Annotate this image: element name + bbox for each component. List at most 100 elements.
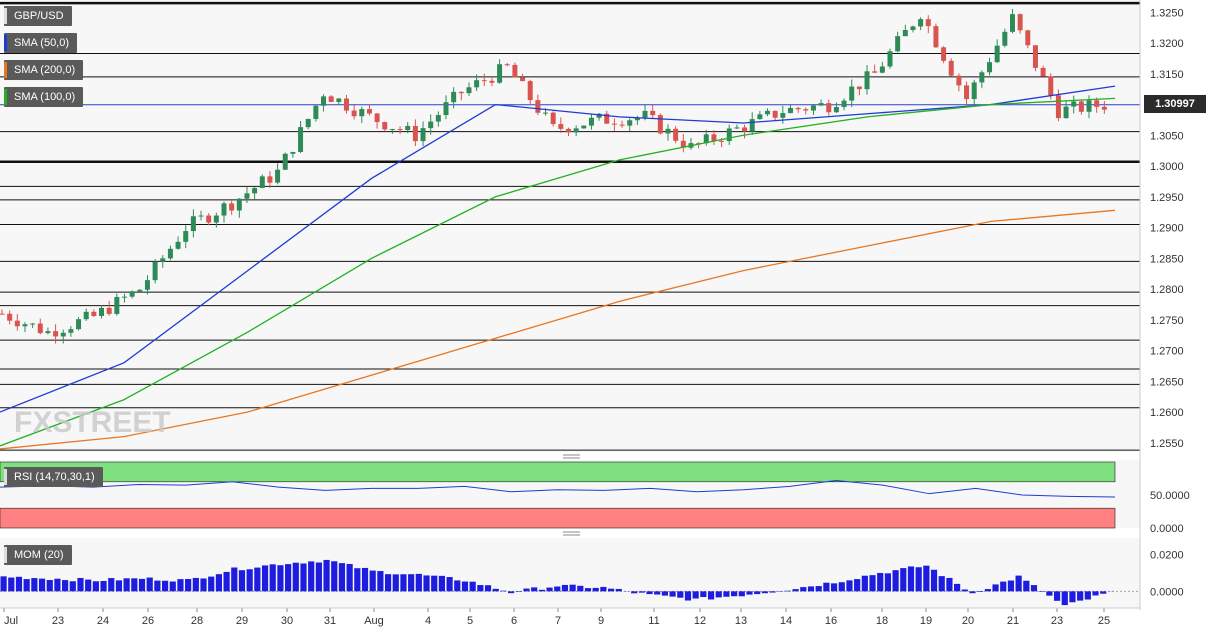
candle-body <box>512 64 518 78</box>
mom-bar <box>108 578 115 592</box>
rsi-tick-label: 0.0000 <box>1150 523 1184 535</box>
candle-body <box>810 105 816 111</box>
mom-bar <box>400 574 407 592</box>
candle-body <box>504 64 510 66</box>
mom-bar <box>123 578 130 592</box>
mom-bar <box>1023 580 1030 592</box>
mom-bar <box>1007 580 1015 592</box>
mom-bar <box>185 578 192 592</box>
date-tick-label: Aug <box>364 615 384 627</box>
mom-bar <box>423 575 430 592</box>
mom-bar <box>669 591 676 597</box>
candle-body <box>933 26 939 48</box>
mom-bar <box>746 591 753 595</box>
mom-bar <box>508 591 515 594</box>
mom-bar <box>707 591 715 600</box>
date-tick-label: 30 <box>281 615 293 627</box>
rsi-legend[interactable]: RSI (14,70,30,1) <box>4 467 103 487</box>
candle-body <box>1094 100 1100 107</box>
candle-body <box>780 113 786 118</box>
candle-body <box>343 98 349 111</box>
candle-body <box>167 248 173 259</box>
mom-bar <box>700 591 707 598</box>
mom-bar <box>354 568 361 592</box>
mom-bar <box>200 578 207 592</box>
mom-bar <box>992 584 999 592</box>
mom-bar <box>392 574 399 592</box>
mom-bar <box>500 590 507 592</box>
candle-body <box>1032 45 1038 68</box>
panel-splitter[interactable] <box>563 531 580 536</box>
candle-body <box>405 125 411 131</box>
mom-legend[interactable]: MOM (20) <box>4 545 72 565</box>
candle-body <box>520 77 526 82</box>
mom-bar <box>438 575 445 592</box>
candle-body <box>481 80 487 82</box>
sma50-legend[interactable]: SMA (50,0) <box>4 33 78 53</box>
mom-bar <box>223 571 230 592</box>
mom-bar <box>554 586 561 592</box>
mom-bar <box>169 581 176 592</box>
sma100-legend[interactable]: SMA (100,0) <box>4 87 84 107</box>
mom-bar <box>323 559 330 592</box>
candle-body <box>22 324 28 327</box>
candle-body <box>152 261 158 281</box>
candle-body <box>382 122 388 130</box>
candle-body <box>68 329 74 333</box>
mom-bar <box>677 591 684 598</box>
mom-bar <box>523 588 530 592</box>
date-tick-label: 11 <box>648 615 659 627</box>
mom-bar <box>884 573 891 592</box>
candle-body <box>803 109 809 111</box>
candle-body <box>267 176 273 183</box>
candle-body <box>895 36 901 52</box>
mom-bar <box>784 590 792 592</box>
candle-body <box>1017 14 1023 31</box>
mom-bar <box>561 584 569 592</box>
sma200-legend[interactable]: SMA (200,0) <box>4 60 84 80</box>
candle-body <box>818 103 824 106</box>
candle-body <box>412 125 418 142</box>
candle-body <box>581 125 587 129</box>
mom-bar <box>830 583 838 592</box>
mom-bar <box>531 587 538 592</box>
candle-body <box>596 113 602 118</box>
date-tick-label: 14 <box>780 615 792 627</box>
mom-bar <box>15 576 23 592</box>
watermark-logo: FXSTREET <box>14 406 171 439</box>
candle-body <box>458 91 464 94</box>
mom-bar <box>361 567 369 592</box>
price-tick-label: 1.3250 <box>1150 7 1184 19</box>
date-tick-label: 7 <box>555 615 561 627</box>
candle-body <box>703 134 709 144</box>
candle-body <box>971 82 977 100</box>
candle-body <box>466 87 472 94</box>
candle-body <box>634 117 640 121</box>
date-tick-label: 28 <box>191 615 203 627</box>
candle-body <box>206 215 212 223</box>
mom-bar <box>792 589 799 592</box>
mom-bar <box>638 591 645 593</box>
candle-body <box>1055 95 1061 119</box>
candle-body <box>45 331 51 334</box>
price-tick-label: 1.3000 <box>1150 161 1184 173</box>
price-tick-label: 1.2750 <box>1150 315 1184 327</box>
mom-bar <box>246 569 253 592</box>
mom-bar <box>31 578 38 592</box>
candle-body <box>1071 101 1077 107</box>
candle-body <box>964 85 970 100</box>
rsi-overbought-band <box>0 461 1116 483</box>
mom-bar <box>469 581 476 592</box>
candle-body <box>183 231 189 242</box>
mom-bar <box>1046 591 1053 596</box>
mom-bar <box>592 587 599 592</box>
panel-splitter[interactable] <box>563 454 580 459</box>
candle-body <box>543 112 549 114</box>
candle-body <box>435 115 441 122</box>
mom-bar <box>692 591 699 599</box>
mom-bar <box>715 591 722 598</box>
candle-body <box>941 47 947 61</box>
candle-body <box>749 119 755 132</box>
mom-bar <box>261 565 269 592</box>
